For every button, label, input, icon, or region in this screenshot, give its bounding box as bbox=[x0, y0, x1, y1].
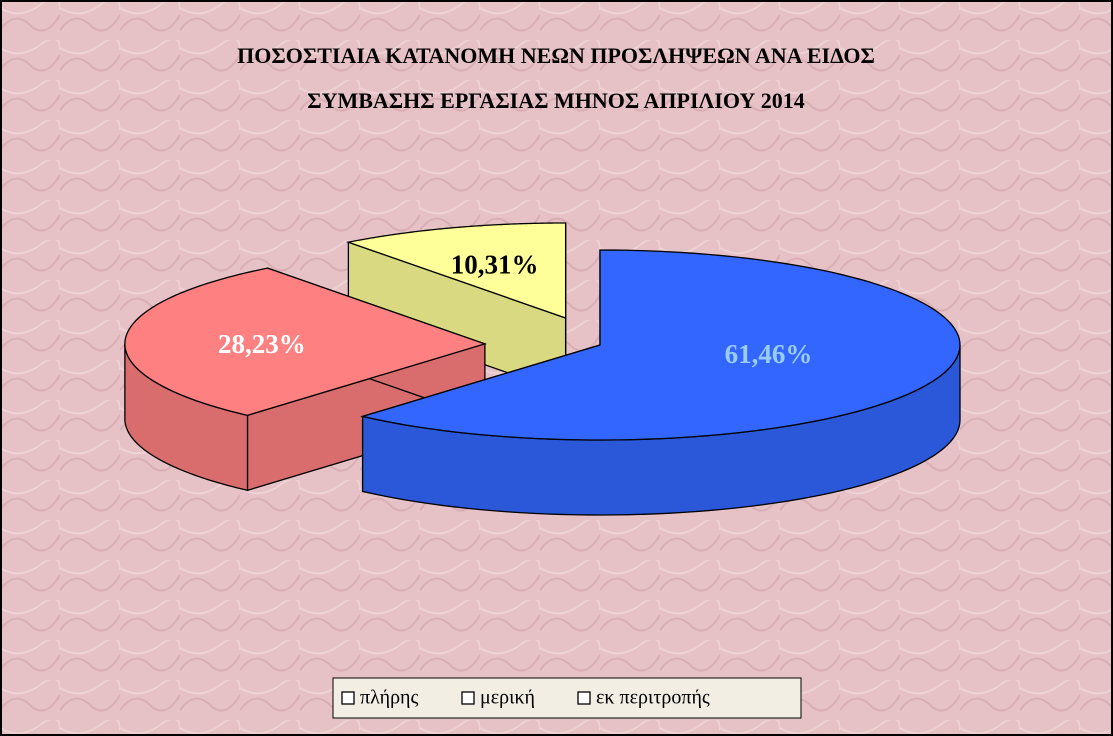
legend-box bbox=[332, 677, 802, 719]
chart-title: ΣΥΜΒΑΣΗΣ ΕΡΓΑΣΙΑΣ ΜΗΝΟΣ ΑΠΡΙΛΙΟΥ 2014 bbox=[307, 88, 805, 113]
legend-swatch bbox=[461, 691, 475, 705]
legend-label: εκ περιτροπής bbox=[596, 687, 710, 709]
slice bbox=[345, 222, 567, 319]
chart-title: ΠΟΣΟΣΤΙΑΙΑ ΚΑΤΑΝΟΜΗ ΝΕΩΝ ΠΡΟΣΛΗΨΕΩΝ ΑΝΑ … bbox=[237, 43, 875, 68]
legend-swatch bbox=[341, 691, 355, 705]
legend-swatch bbox=[577, 691, 591, 705]
data-label: 61,46% bbox=[725, 339, 813, 369]
legend: πλήρης μερική εκ περιτροπής bbox=[341, 687, 710, 709]
slice bbox=[124, 267, 487, 416]
data-label: 10,31% bbox=[451, 249, 539, 279]
legend-label: πλήρης bbox=[360, 687, 419, 709]
slice bbox=[360, 249, 961, 441]
pie: 61,46% 28,23% 10,31% bbox=[124, 222, 961, 516]
legend-label: μερική bbox=[480, 687, 535, 709]
data-label: 28,23% bbox=[218, 329, 306, 359]
